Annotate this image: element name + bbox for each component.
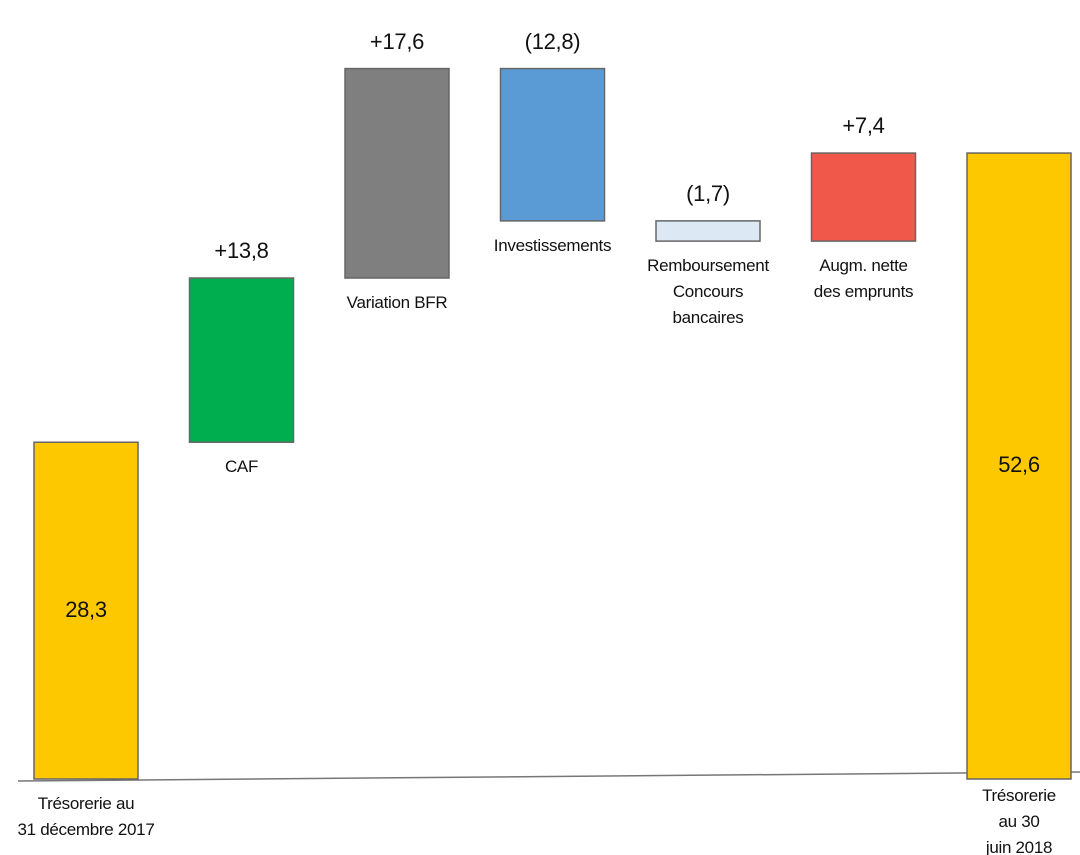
- bar: [344, 67, 450, 279]
- value-label: +13,8: [214, 238, 269, 263]
- bar: [810, 152, 917, 242]
- category-label: Augm. nette des emprunts: [813, 256, 914, 302]
- value-label: (1,7): [686, 180, 730, 206]
- category-label: Trésorerie au 30 juin 2018: [982, 786, 1056, 855]
- value-label: +7,4: [842, 113, 885, 139]
- category-label: Remboursement Concours bancaires: [647, 256, 769, 328]
- value-label: 52,6: [998, 452, 1040, 478]
- bar: [33, 441, 139, 780]
- value-label: (12,8): [524, 28, 581, 54]
- bar: [966, 152, 1072, 780]
- category-label: Trésorerie au 31 décembre 2017: [17, 794, 155, 839]
- bar: [655, 220, 761, 242]
- value-label: +17,6: [369, 28, 425, 54]
- category-label: Investissements: [493, 235, 612, 255]
- value-label: 28,3: [65, 596, 107, 622]
- baseline: [17, 771, 1080, 782]
- category-label: Variation BFR: [346, 293, 448, 312]
- category-label: CAF: [224, 457, 259, 477]
- bar: [188, 277, 295, 443]
- bar: [499, 67, 606, 222]
